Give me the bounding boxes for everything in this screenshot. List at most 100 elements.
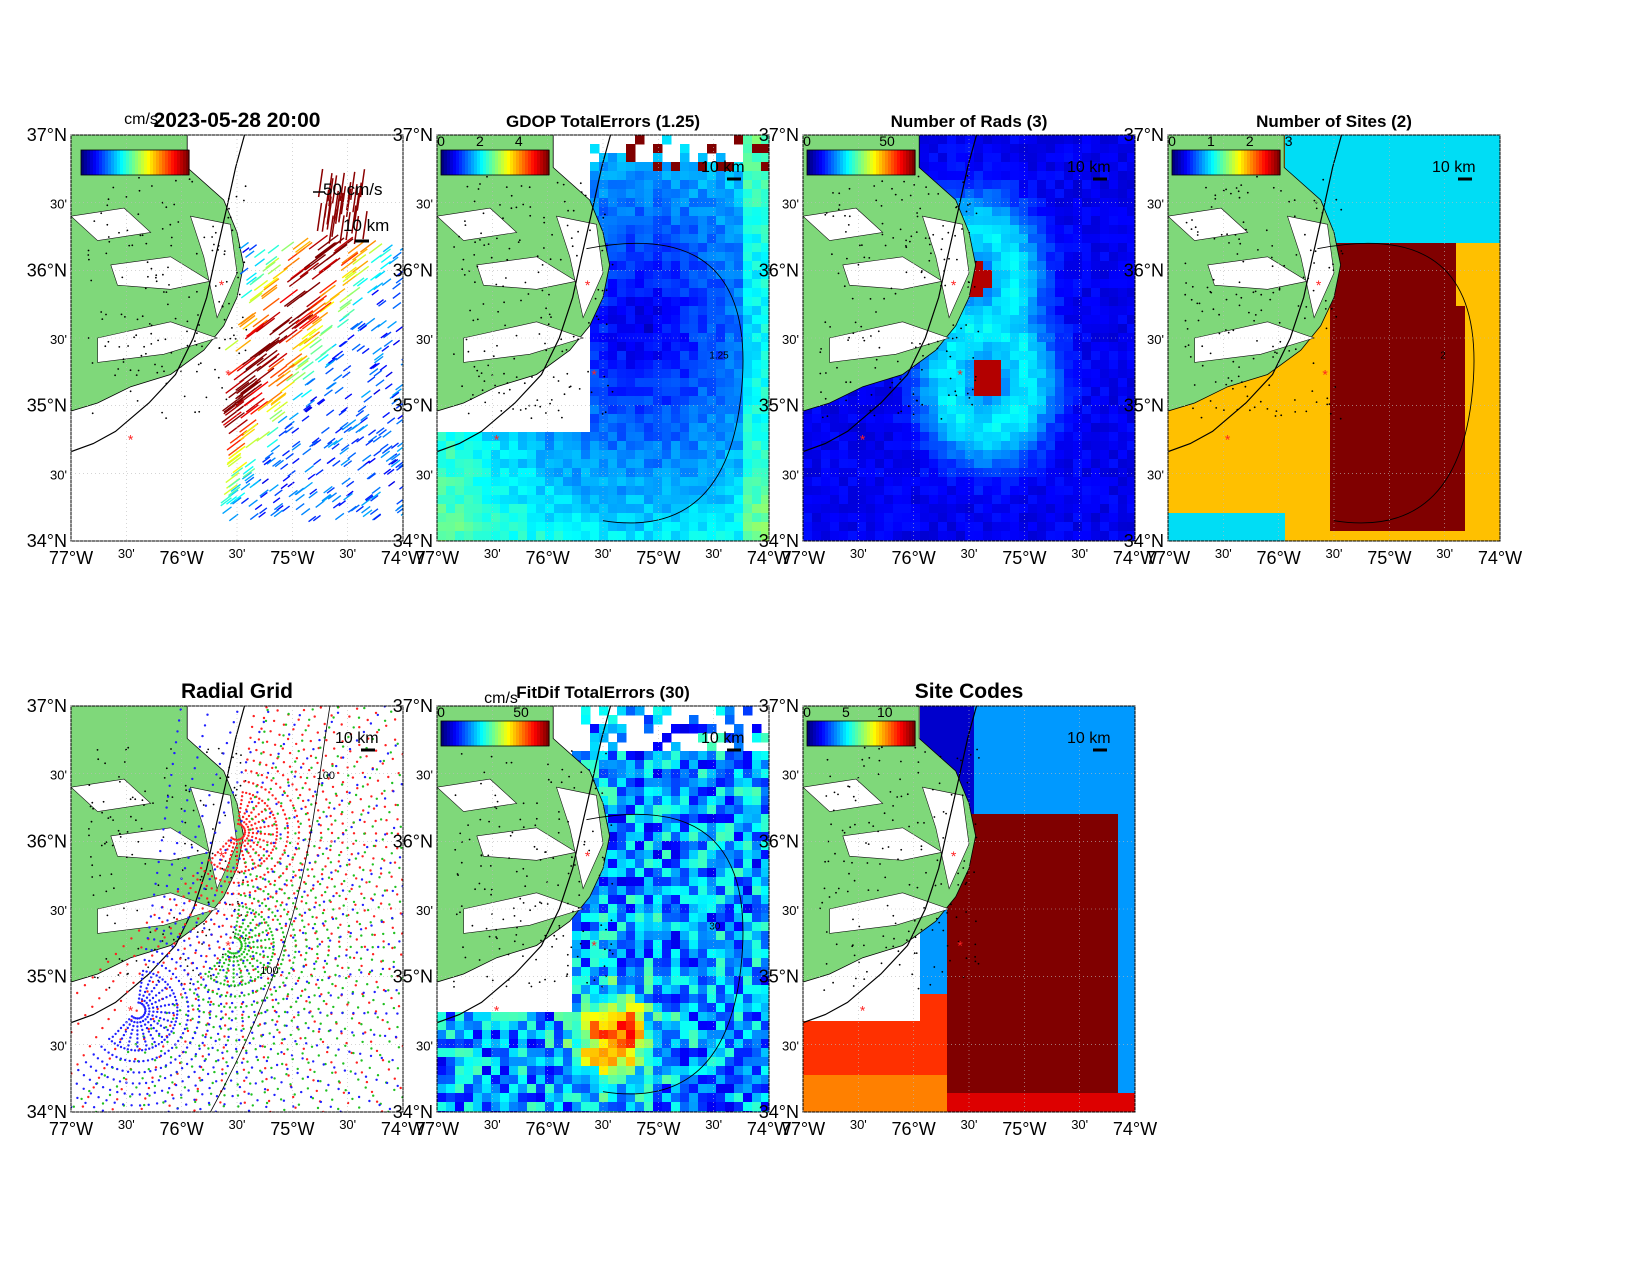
field-cell (1010, 144, 1020, 154)
field-cell (1091, 243, 1101, 253)
field-cell (707, 351, 717, 361)
coast-dot (231, 327, 233, 329)
field-cell (554, 486, 564, 496)
field-cell (956, 495, 966, 505)
field-cell (992, 279, 1002, 289)
field-cell (1321, 342, 1331, 352)
field-cell (956, 405, 966, 415)
x-tick-label: 77°W (49, 548, 93, 568)
field-cell (1109, 522, 1119, 532)
field-cell (947, 369, 957, 379)
coast-dot (884, 244, 887, 247)
field-cell (947, 378, 957, 388)
field-cell (1046, 135, 1056, 145)
field-cell (698, 423, 708, 433)
coast-dot (844, 214, 846, 217)
field-cell (1240, 441, 1250, 451)
field-cell (1010, 216, 1020, 226)
coast-dot (590, 391, 593, 394)
current-vector (373, 355, 384, 364)
field-cell (1019, 225, 1029, 235)
field-cell (707, 306, 717, 316)
field-cell (518, 441, 528, 451)
field-cell (1168, 531, 1178, 541)
current-vector (360, 390, 371, 399)
colorbar-segment (471, 150, 475, 175)
field-cell (1330, 306, 1340, 316)
field-cell (1109, 135, 1119, 145)
coast-dot (218, 300, 221, 303)
field-cell (698, 270, 708, 280)
field-cell (1222, 405, 1232, 415)
coast-dot (913, 184, 916, 186)
field-cell (857, 432, 867, 442)
field-cell (1204, 513, 1214, 523)
field-cell (1091, 387, 1101, 397)
current-vector (335, 353, 345, 361)
field-cell (590, 495, 600, 505)
field-cell (1010, 441, 1020, 451)
field-cell (563, 468, 573, 478)
field-cell (473, 477, 483, 487)
coast-dot (919, 207, 922, 210)
coast-dot (145, 352, 147, 355)
field-cell (983, 495, 993, 505)
field-cell (1285, 423, 1295, 433)
field-cell (653, 360, 663, 370)
field-cell (608, 432, 618, 442)
coast-dot (141, 315, 144, 318)
current-vector (352, 184, 358, 213)
current-vector (240, 311, 257, 325)
current-vector (288, 271, 309, 288)
field-cell (1037, 513, 1047, 523)
coast-dot (921, 368, 923, 371)
coast-dot (572, 335, 575, 338)
current-vector (252, 314, 270, 328)
current-vector (280, 463, 289, 470)
field-cell (752, 324, 762, 334)
field-cell (527, 495, 537, 505)
field-cell (689, 441, 699, 451)
coast-dot (150, 343, 153, 345)
field-cell (1064, 252, 1074, 262)
current-vector (309, 338, 322, 349)
coast-dot (832, 192, 834, 194)
field-cell (983, 297, 993, 307)
field-cell (500, 459, 510, 469)
field-cell (626, 162, 636, 172)
field-cell (671, 315, 681, 325)
field-cell (902, 522, 912, 532)
field-cell (707, 486, 717, 496)
field-cell (1028, 288, 1038, 298)
field-cell (839, 486, 849, 496)
field-cell (1330, 180, 1340, 190)
field-cell (1001, 513, 1011, 523)
field-cell (662, 504, 672, 514)
coast-dot (201, 345, 203, 348)
field-cell (716, 450, 726, 460)
field-cell (482, 468, 492, 478)
coast-dot (974, 375, 977, 378)
field-cell (590, 315, 600, 325)
field-cell (983, 261, 993, 271)
field-cell (1204, 477, 1214, 487)
field-cell (1285, 513, 1295, 523)
y-tick-label: 36°N (759, 260, 799, 280)
current-vector (396, 507, 403, 514)
field-cell (1091, 171, 1101, 181)
field-cell (698, 189, 708, 199)
field-cell (491, 495, 501, 505)
coast-dot (495, 283, 498, 286)
coast-dot (847, 224, 850, 226)
field-cell (1019, 261, 1029, 271)
field-cell (689, 234, 699, 244)
field-cell (1339, 324, 1349, 334)
current-vector (323, 441, 333, 449)
field-cell (1258, 459, 1268, 469)
coast-dot (476, 265, 479, 268)
current-vector (307, 473, 316, 480)
coast-dot (512, 408, 514, 410)
field-cell (1037, 270, 1047, 280)
field-cell (1168, 522, 1178, 532)
field-cell (1100, 306, 1110, 316)
